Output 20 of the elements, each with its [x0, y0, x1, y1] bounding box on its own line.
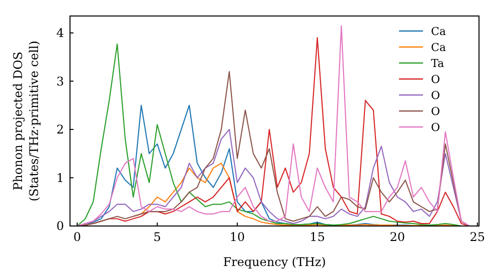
y-axis-title: Phonon projected DOS (States/THz·primitive cell)	[11, 40, 41, 202]
x-tick-label: 0	[73, 230, 82, 244]
legend-label: Ca	[431, 24, 446, 38]
x-tick-label: 15	[310, 230, 325, 244]
x-tick-label: 5	[153, 230, 162, 244]
legend-label: O	[431, 104, 440, 118]
legend-label: Ca	[431, 40, 446, 54]
legend-label: O	[431, 88, 440, 102]
y-tick-label: 4	[56, 26, 64, 40]
legend-label: O	[431, 120, 440, 134]
y-tick-label: 0	[56, 219, 64, 234]
y-tick-label: 3	[56, 74, 64, 88]
x-tick-label: 20	[390, 230, 405, 244]
y-tick-label: 2	[56, 122, 64, 137]
x-tick-label: 25	[470, 230, 486, 244]
legend-label: Ta	[431, 56, 444, 70]
legend-label: O	[431, 72, 440, 86]
x-tick-label: 10	[230, 230, 245, 244]
x-axis-title: Frequency (THz)	[223, 255, 326, 269]
y-tick-label: 1	[56, 170, 64, 185]
